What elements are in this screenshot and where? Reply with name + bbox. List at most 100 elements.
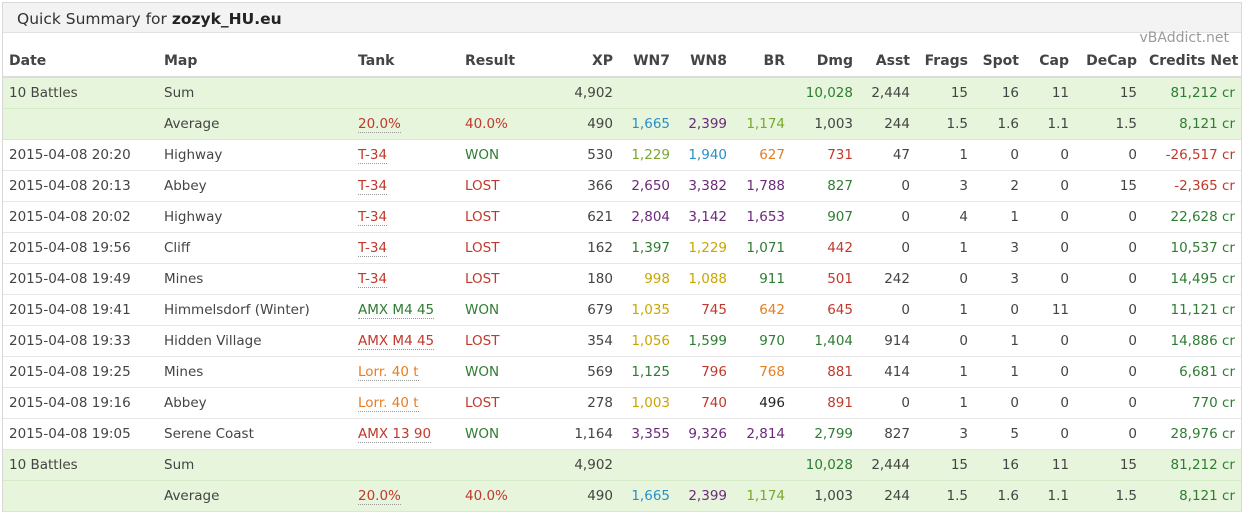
cell-result bbox=[459, 77, 543, 109]
cell-tank bbox=[352, 449, 459, 481]
tank-link[interactable]: T-34 bbox=[358, 240, 388, 257]
cell-tank: 20.0% bbox=[352, 108, 459, 140]
cell-wn8: 3,142 bbox=[676, 201, 733, 233]
cell-date: 2015-04-08 19:05 bbox=[3, 418, 158, 450]
col-header-spot[interactable]: Spot bbox=[974, 46, 1025, 78]
cell-dmg: 907 bbox=[791, 201, 859, 233]
cell-wn8: 745 bbox=[676, 294, 733, 326]
cell-frags: 3 bbox=[916, 170, 974, 202]
col-header-date[interactable]: Date bbox=[3, 46, 158, 78]
cell-asst: 0 bbox=[859, 294, 916, 326]
cell-cap: 0 bbox=[1025, 170, 1075, 202]
table-row: 2015-04-08 19:56 Cliff T-34 LOST 162 1,397 1,2… bbox=[3, 232, 1241, 264]
cell-tank[interactable]: T-34 bbox=[352, 263, 459, 295]
cell-date: 2015-04-08 20:02 bbox=[3, 201, 158, 233]
cell-tank[interactable]: T-34 bbox=[352, 139, 459, 171]
cell-xp: 354 bbox=[543, 325, 619, 357]
cell-br: 642 bbox=[733, 294, 791, 326]
cell-date bbox=[3, 108, 158, 140]
cell-cap: 11 bbox=[1025, 449, 1075, 481]
col-header-asst[interactable]: Asst bbox=[859, 46, 916, 78]
tank-link[interactable]: AMX 13 90 bbox=[358, 426, 432, 443]
cell-credits: -2,365 cr bbox=[1143, 170, 1241, 202]
cell-frags: 15 bbox=[916, 449, 974, 481]
cell-asst: 47 bbox=[859, 139, 916, 171]
cell-spot: 1 bbox=[974, 356, 1025, 388]
cell-wn8 bbox=[676, 449, 733, 481]
col-header-dmg[interactable]: Dmg bbox=[791, 46, 859, 78]
cell-tank[interactable]: T-34 bbox=[352, 232, 459, 264]
col-header-decap[interactable]: DeCap bbox=[1075, 46, 1143, 78]
cell-map: Average bbox=[158, 108, 352, 140]
cell-wn7: 998 bbox=[619, 263, 676, 295]
cell-wn8: 796 bbox=[676, 356, 733, 388]
cell-spot: 0 bbox=[974, 387, 1025, 419]
table-row: 2015-04-08 19:41 Himmelsdorf (Winter) AMX … bbox=[3, 294, 1241, 326]
cell-asst: 2,444 bbox=[859, 77, 916, 109]
cell-wn8: 9,326 bbox=[676, 418, 733, 450]
cell-spot: 3 bbox=[974, 263, 1025, 295]
cell-frags: 3 bbox=[916, 418, 974, 450]
cell-map: Abbey bbox=[158, 387, 352, 419]
col-header-frags[interactable]: Frags bbox=[916, 46, 974, 78]
cell-tank[interactable]: T-34 bbox=[352, 170, 459, 202]
cell-credits: 22,628 cr bbox=[1143, 201, 1241, 233]
cell-credits: 8,121 cr bbox=[1143, 480, 1241, 512]
cell-credits: 11,121 cr bbox=[1143, 294, 1241, 326]
tank-link[interactable]: Lorr. 40 t bbox=[358, 364, 419, 381]
summary-row: Average 20.0% 40.0% 490 1,665 2,399 1,174 1,003… bbox=[3, 108, 1241, 140]
cell-map: Serene Coast bbox=[158, 418, 352, 450]
cell-spot: 0 bbox=[974, 139, 1025, 171]
cell-br bbox=[733, 77, 791, 109]
cell-tank[interactable]: T-34 bbox=[352, 201, 459, 233]
cell-asst: 2,444 bbox=[859, 449, 916, 481]
cell-map: Average bbox=[158, 480, 352, 512]
cell-xp: 490 bbox=[543, 480, 619, 512]
col-header-credits-net[interactable]: Credits Net bbox=[1143, 46, 1241, 78]
cell-cap: 1.1 bbox=[1025, 480, 1075, 512]
tank-link[interactable]: AMX M4 45 bbox=[358, 302, 435, 319]
cell-frags: 1.5 bbox=[916, 108, 974, 140]
cell-spot: 1.6 bbox=[974, 108, 1025, 140]
cell-tank[interactable]: AMX M4 45 bbox=[352, 325, 459, 357]
cell-tank[interactable]: Lorr. 40 t bbox=[352, 356, 459, 388]
cell-wn8: 1,599 bbox=[676, 325, 733, 357]
cell-wn8: 2,399 bbox=[676, 480, 733, 512]
tank-link[interactable]: T-34 bbox=[358, 209, 388, 226]
col-header-wn7[interactable]: WN7 bbox=[619, 46, 676, 78]
col-header-result[interactable]: Result bbox=[459, 46, 543, 78]
col-header-tank[interactable]: Tank bbox=[352, 46, 459, 78]
tank-link[interactable]: AMX M4 45 bbox=[358, 333, 435, 350]
cell-tank[interactable]: Lorr. 40 t bbox=[352, 387, 459, 419]
cell-tank[interactable]: AMX 13 90 bbox=[352, 418, 459, 450]
cell-frags: 15 bbox=[916, 77, 974, 109]
cell-tank[interactable]: AMX M4 45 bbox=[352, 294, 459, 326]
cell-asst: 244 bbox=[859, 108, 916, 140]
cell-wn8 bbox=[676, 77, 733, 109]
tank-link[interactable]: T-34 bbox=[358, 178, 388, 195]
cell-wn7: 3,355 bbox=[619, 418, 676, 450]
cell-dmg: 827 bbox=[791, 170, 859, 202]
col-header-wn8[interactable]: WN8 bbox=[676, 46, 733, 78]
cell-cap: 1.1 bbox=[1025, 108, 1075, 140]
cell-xp: 4,902 bbox=[543, 449, 619, 481]
cell-frags: 1 bbox=[916, 139, 974, 171]
cell-br: 1,174 bbox=[733, 480, 791, 512]
tank-link[interactable]: Lorr. 40 t bbox=[358, 395, 419, 412]
col-header-br[interactable]: BR bbox=[733, 46, 791, 78]
cell-xp: 180 bbox=[543, 263, 619, 295]
cell-xp: 4,902 bbox=[543, 77, 619, 109]
cell-dmg: 1,003 bbox=[791, 108, 859, 140]
tank-link[interactable]: T-34 bbox=[358, 147, 388, 164]
col-header-xp[interactable]: XP bbox=[543, 46, 619, 78]
cell-xp: 679 bbox=[543, 294, 619, 326]
cell-decap: 1.5 bbox=[1075, 480, 1143, 512]
col-header-map[interactable]: Map bbox=[158, 46, 352, 78]
battles-table: Date Map Tank Result XP WN7 WN8 BR Dmg A… bbox=[3, 46, 1241, 512]
cell-credits: 10,537 cr bbox=[1143, 232, 1241, 264]
cell-map: Mines bbox=[158, 263, 352, 295]
cell-credits: 6,681 cr bbox=[1143, 356, 1241, 388]
col-header-cap[interactable]: Cap bbox=[1025, 46, 1075, 78]
tank-link[interactable]: T-34 bbox=[358, 271, 388, 288]
table-row: 2015-04-08 19:16 Abbey Lorr. 40 t LOST 278 1,… bbox=[3, 387, 1241, 419]
